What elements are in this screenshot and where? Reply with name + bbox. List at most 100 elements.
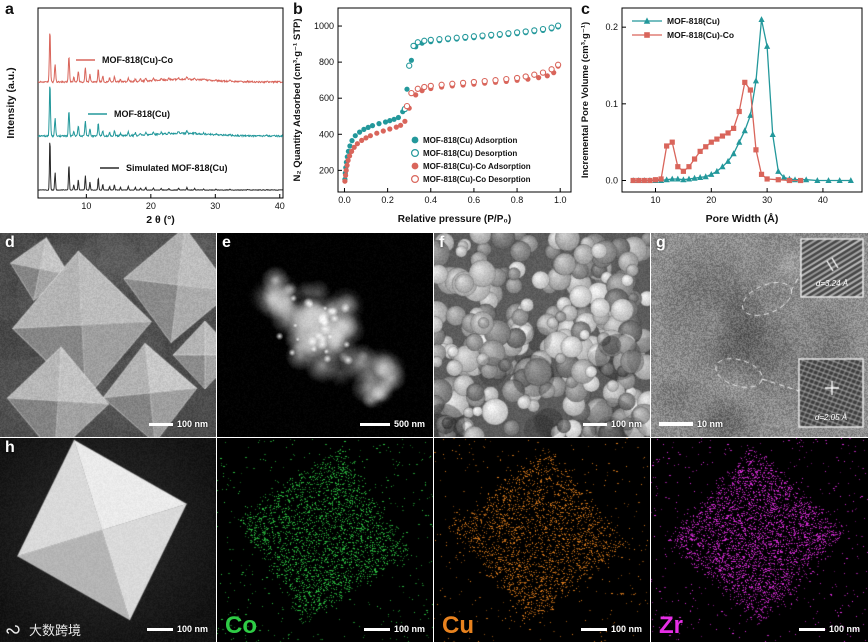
svg-text:Incremental Pore Volume (cm³·g: Incremental Pore Volume (cm³·g⁻¹)	[580, 22, 591, 178]
panel-b-isotherm: b 200 400 600 800 1000 0.0 0.2 0.4 0.6 0.8 1.0 Rela…	[288, 0, 576, 232]
panel-f-sem: f 100 nm	[434, 233, 650, 437]
svg-text:200: 200	[319, 165, 334, 175]
scale-bar-line	[359, 422, 390, 426]
scale-bar-co: 100 nm	[363, 624, 425, 634]
panel-label-g: g	[656, 234, 666, 251]
svg-text:30: 30	[762, 195, 772, 205]
scale-bar-f: 100 nm	[582, 419, 642, 429]
element-label-co: Co	[225, 612, 257, 639]
svg-text:800: 800	[319, 57, 334, 67]
svg-text:20: 20	[146, 201, 156, 211]
svg-text:1.0: 1.0	[554, 195, 567, 205]
hrtem-lattice-image	[651, 233, 868, 437]
svg-text:N₂ Quantity Adsorbed (cm³·g⁻¹: N₂ Quantity Adsorbed (cm³·g⁻¹ STP)	[292, 19, 303, 182]
watermark-text: 大数跨境	[29, 623, 82, 638]
svg-text:Simulated MOF-818(Cu): Simulated MOF-818(Cu)	[126, 163, 228, 173]
svg-text:1000: 1000	[314, 21, 334, 31]
scale-bar-e: 500 nm	[359, 419, 425, 429]
svg-text:0.1: 0.1	[605, 99, 618, 109]
scale-bar-cu: 100 nm	[580, 624, 642, 634]
scale-bar-line	[363, 627, 390, 631]
n2-isotherm-chart: 200 400 600 800 1000 0.0 0.2 0.4 0.6 0.8 1.0 Relati…	[292, 7, 572, 225]
sem-row: d 100 nm e 500 nm f 100 nm g	[0, 233, 868, 437]
eds-cu-map-image	[434, 438, 650, 642]
panel-h-cu-map: Cu 100 nm	[434, 438, 650, 642]
d-spacing-top-label: d=3.24 Å	[815, 279, 849, 288]
pore-volume-chart: 0.0 0.1 0.2 10 20 30 40 Pore Width (Å) Increment…	[580, 7, 863, 225]
svg-text:0.2: 0.2	[381, 195, 394, 205]
panel-e-tem: e 500 nm	[217, 233, 433, 437]
scale-bar-label: 100 nm	[610, 419, 642, 429]
scale-bar-h: 100 nm	[146, 624, 208, 634]
svg-text:MOF-818(Cu): MOF-818(Cu)	[114, 109, 170, 119]
svg-text:MOF-818(Cu) Desorption: MOF-818(Cu) Desorption	[423, 149, 517, 158]
sem-nanoparticle-image	[434, 233, 650, 437]
panel-h-stem: h 100 nm 大数跨境	[0, 438, 216, 642]
panel-d-sem: d 100 nm	[0, 233, 216, 437]
scale-bar-g: 10 nm	[659, 419, 723, 429]
svg-text:MOF-818(Cu)-Co: MOF-818(Cu)-Co	[102, 55, 173, 65]
xrd-chart: 10 20 30 40 2 θ (°) Intensity (a.u.) MOF-818(C…	[5, 7, 285, 226]
scale-bar-line	[798, 627, 825, 631]
tem-cluster-image	[217, 233, 433, 437]
svg-text:0.2: 0.2	[605, 22, 618, 32]
panel-label-d: d	[5, 234, 15, 251]
eds-co-map-image	[217, 438, 433, 642]
scale-bar-label: 100 nm	[828, 624, 860, 634]
scale-bar-label: 100 nm	[176, 624, 208, 634]
element-label-cu: Cu	[442, 612, 474, 639]
svg-text:MOF-818(Cu)-Co Adsorption: MOF-818(Cu)-Co Adsorption	[423, 162, 531, 171]
panel-a-xrd: a 10 20 30 40 2 θ (°) Intensity (a.u.) MOF-818…	[0, 0, 288, 232]
panel-label-f: f	[439, 234, 445, 251]
scale-bar-d: 100 nm	[148, 419, 208, 429]
svg-text:20: 20	[706, 195, 716, 205]
svg-text:40: 40	[275, 201, 285, 211]
scale-bar-label: 100 nm	[610, 624, 642, 634]
charts-row: a 10 20 30 40 2 θ (°) Intensity (a.u.) MOF-818…	[0, 0, 868, 232]
element-label-zr: Zr	[659, 612, 683, 639]
scale-bar-line	[582, 422, 607, 426]
svg-text:MOF-818(Cu) Adsorption: MOF-818(Cu) Adsorption	[423, 136, 517, 145]
svg-text:600: 600	[319, 93, 334, 103]
scale-bar-label: 100 nm	[176, 419, 208, 429]
eds-mapping-row: h 100 nm 大数跨境 Co 100 nm Cu	[0, 438, 868, 642]
svg-text:MOF-818(Cu)-Co: MOF-818(Cu)-Co	[667, 30, 734, 40]
panel-label-h: h	[5, 439, 15, 456]
svg-text:Intensity (a.u.): Intensity (a.u.)	[5, 67, 17, 138]
panel-g-hrtem: g d=3.24 Å d=2.05 Å 10 nm	[651, 233, 868, 437]
svg-text:0.0: 0.0	[605, 176, 618, 186]
svg-text:Pore Width (Å): Pore Width (Å)	[706, 212, 779, 225]
scale-bar-line	[148, 422, 173, 426]
panel-h-co-map: Co 100 nm	[217, 438, 433, 642]
scale-bar-line	[580, 627, 607, 631]
panel-h-zr-map: Zr 100 nm	[651, 438, 868, 642]
panel-label-e: e	[222, 234, 231, 251]
eds-zr-map-image	[651, 438, 868, 642]
svg-text:0.4: 0.4	[425, 195, 438, 205]
svg-text:Relative pressure (P/P₀): Relative pressure (P/P₀)	[398, 214, 511, 225]
svg-text:MOF-818(Cu)-Co Desorption: MOF-818(Cu)-Co Desorption	[423, 175, 531, 184]
watermark: 大数跨境	[5, 620, 81, 639]
svg-text:MOF-818(Cu): MOF-818(Cu)	[667, 16, 720, 26]
scale-bar-label: 100 nm	[393, 624, 425, 634]
svg-text:30: 30	[210, 201, 220, 211]
svg-text:40: 40	[818, 195, 828, 205]
svg-text:10: 10	[650, 195, 660, 205]
scale-bar-label: 10 nm	[697, 419, 724, 429]
svg-text:400: 400	[319, 129, 334, 139]
d-spacing-bottom-label: d=2.05 Å	[814, 413, 848, 422]
svg-text:10: 10	[81, 201, 91, 211]
scale-bar-zr: 100 nm	[798, 624, 860, 634]
scale-bar-label: 500 nm	[393, 419, 425, 429]
sem-octahedra-image	[0, 233, 216, 437]
panel-c-pore-distribution: c 0.0 0.1 0.2 10 20 30 40 Pore Width (Å) Increme…	[576, 0, 868, 232]
scale-bar-line	[659, 422, 693, 426]
svg-text:0.6: 0.6	[468, 195, 481, 205]
svg-text:0.0: 0.0	[338, 195, 351, 205]
svg-text:0.8: 0.8	[511, 195, 524, 205]
watermark-logo-icon	[6, 624, 20, 634]
svg-text:2 θ (°): 2 θ (°)	[146, 214, 175, 226]
panel-label-c: c	[581, 1, 590, 18]
scale-bar-line	[146, 627, 173, 631]
